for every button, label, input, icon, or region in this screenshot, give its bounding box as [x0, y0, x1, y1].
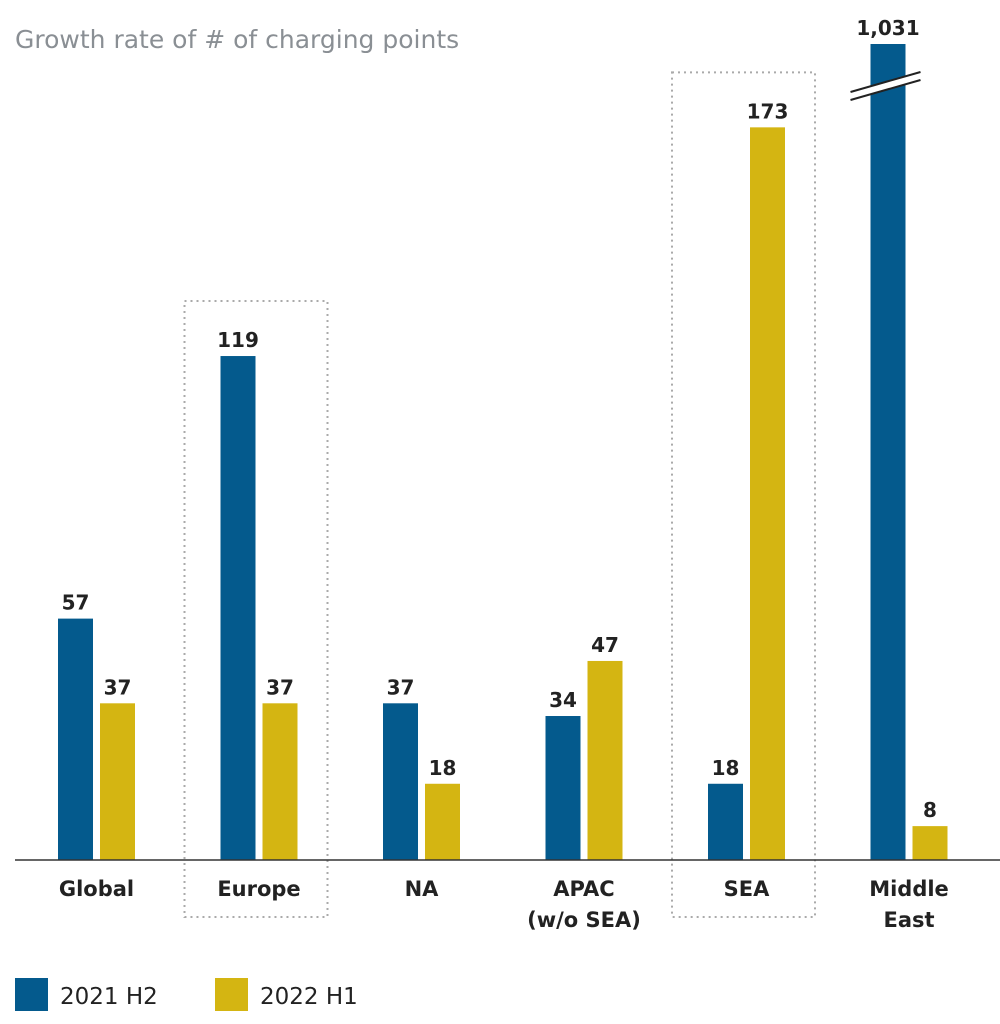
- bar: [100, 703, 135, 860]
- data-label: 57: [62, 591, 90, 615]
- axis-break-mark: [850, 71, 921, 93]
- legend-label: 2022 H1: [260, 984, 358, 1010]
- category-label: APAC: [553, 877, 614, 901]
- bar: [912, 826, 948, 860]
- axis-break-mark: [850, 79, 921, 101]
- bar: [220, 356, 256, 860]
- bar: [58, 618, 93, 860]
- category-label: NA: [405, 877, 440, 901]
- bar: [870, 44, 906, 860]
- data-label: 47: [591, 633, 619, 657]
- data-label: 173: [747, 99, 789, 123]
- axis-break-gap: [850, 72, 921, 100]
- category-label: Global: [59, 877, 134, 901]
- chart-title: Growth rate of # of charging points: [15, 25, 459, 54]
- highlight-box: [671, 71, 816, 919]
- bar: [750, 127, 785, 861]
- category-label: (w/o SEA): [527, 908, 641, 932]
- bar: [425, 783, 460, 860]
- category-label: East: [883, 908, 934, 932]
- data-label: 34: [549, 688, 577, 712]
- legend-swatch: [15, 978, 48, 1011]
- legend: 2021 H2 2022 H1: [15, 978, 358, 1011]
- data-label: 1,031: [856, 16, 919, 40]
- category-label: SEA: [724, 877, 770, 901]
- bar: [262, 703, 298, 860]
- data-label: 18: [712, 756, 740, 780]
- highlight-box: [183, 300, 329, 919]
- category-label: Middle: [869, 877, 949, 901]
- legend-swatch: [215, 978, 248, 1011]
- data-label: 37: [104, 675, 132, 699]
- data-label: 18: [429, 756, 457, 780]
- bar: [383, 703, 418, 860]
- bar: [708, 783, 743, 860]
- bar: [545, 716, 581, 860]
- legend-label: 2021 H2: [60, 984, 158, 1010]
- data-label: 119: [217, 328, 259, 352]
- data-label: 8: [923, 798, 937, 822]
- bar: [587, 660, 623, 860]
- category-label: Europe: [217, 877, 300, 901]
- data-label: 37: [266, 675, 294, 699]
- data-label: 37: [387, 675, 415, 699]
